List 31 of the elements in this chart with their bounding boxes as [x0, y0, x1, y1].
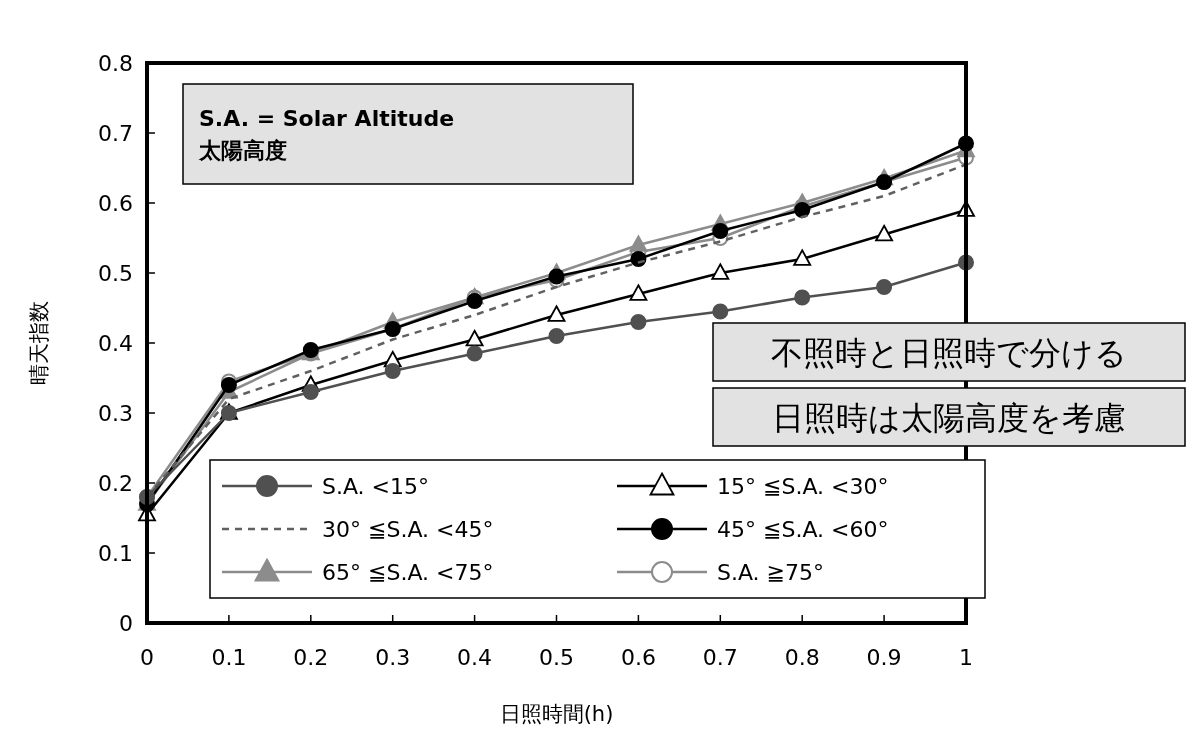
- y-tick-label: 0: [119, 611, 133, 636]
- legend-label: 30° ≦S.A. <45°: [322, 517, 494, 542]
- x-tick-label: 0.4: [457, 645, 493, 670]
- x-tick-label: 1: [959, 645, 973, 670]
- x-tick-label: 0.7: [702, 645, 738, 670]
- x-axis-title: 日照時間(h): [499, 702, 614, 726]
- y-tick-label: 0.2: [98, 471, 133, 496]
- y-tick-label: 0.1: [98, 541, 133, 566]
- x-tick-label: 0.1: [211, 645, 247, 670]
- y-tick-label: 0.8: [98, 51, 133, 76]
- y-tick-label: 0.5: [98, 261, 133, 286]
- x-tick-label: 0.5: [539, 645, 574, 670]
- legend-label: 45° ≦S.A. <60°: [717, 517, 889, 542]
- x-tick-label: 0.6: [620, 645, 656, 670]
- x-tick-label: 0: [140, 645, 154, 670]
- y-tick-label: 0.3: [98, 401, 133, 426]
- annotation: S.A. = Solar Altitude 太陽高度: [198, 105, 455, 163]
- y-tick-label: 0.7: [98, 121, 133, 146]
- x-tick-label: 0.2: [293, 645, 329, 670]
- annotation: 不照時と日照時で分ける: [771, 333, 1127, 372]
- x-tick-label: 0.8: [784, 645, 820, 670]
- annotation: 日照時は太陽高度を考慮: [772, 398, 1126, 437]
- legend-label: 65° ≦S.A. <75°: [322, 560, 494, 585]
- legend-label: 15° ≦S.A. <30°: [717, 474, 889, 499]
- y-tick-label: 0.4: [98, 331, 133, 356]
- y-tick-label: 0.6: [98, 191, 133, 216]
- y-axis-title: 晴天指数: [27, 301, 51, 385]
- legend-label: S.A. ≧75°: [717, 560, 825, 585]
- legend-label: S.A. <15°: [322, 474, 430, 499]
- x-tick-label: 0.3: [375, 645, 411, 670]
- x-tick-label: 0.9: [866, 645, 902, 670]
